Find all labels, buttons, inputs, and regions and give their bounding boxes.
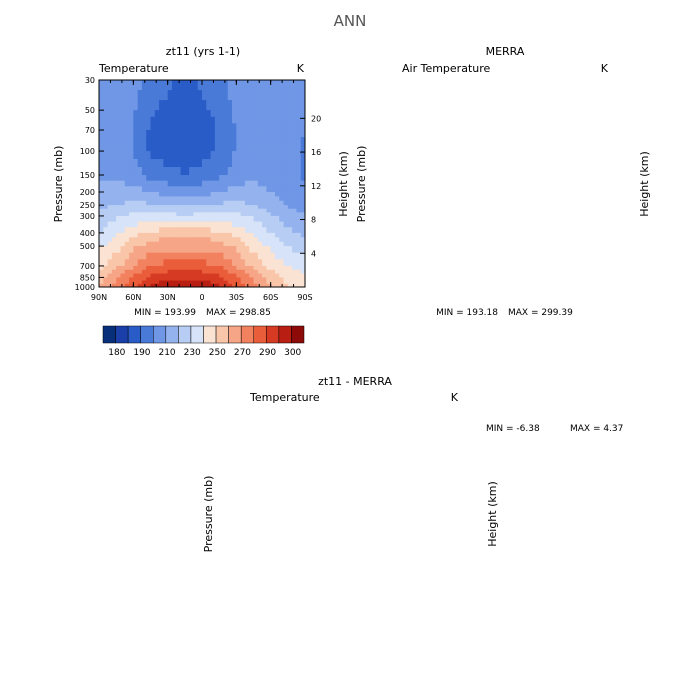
colorbar-swatch bbox=[228, 325, 242, 344]
colorbar-swatch bbox=[165, 325, 179, 344]
panel-units: K bbox=[297, 62, 305, 75]
colorbar-label: 210 bbox=[158, 348, 175, 358]
right-axis-label: Height (km) bbox=[638, 151, 651, 217]
y-tick-label: 150 bbox=[80, 171, 95, 180]
min-readout: MIN = -6.38 bbox=[486, 424, 540, 434]
colorbar-label: 190 bbox=[133, 348, 150, 358]
colorbar-swatch bbox=[278, 325, 292, 344]
y-tick-label: 300 bbox=[80, 212, 95, 221]
contour-field bbox=[99, 80, 305, 287]
panel-subtitle: Air Temperature bbox=[402, 62, 491, 75]
panel-subtitle: Temperature bbox=[249, 391, 320, 404]
right-axis-label: Height (km) bbox=[337, 151, 350, 217]
panel-subtitle: Temperature bbox=[98, 62, 169, 75]
colorbar-swatch bbox=[140, 325, 154, 344]
x-tick-label: 30S bbox=[229, 293, 244, 302]
colorbar-swatch bbox=[190, 325, 204, 344]
x-tick-label: 60N bbox=[125, 293, 141, 302]
colorbar-swatch bbox=[266, 325, 280, 344]
max-readout: MAX = 298.85 bbox=[206, 308, 271, 318]
colorbar-label: 300 bbox=[284, 348, 301, 358]
y-tick-label: 200 bbox=[80, 188, 95, 197]
right-tick-label: 16 bbox=[311, 148, 321, 157]
colorbar: 180 190 210 230 250 270 290 300 bbox=[102, 325, 305, 358]
y-axis-label: Pressure (mb) bbox=[52, 146, 65, 223]
min-readout: MIN = 193.18 bbox=[436, 308, 498, 318]
max-readout: MAX = 299.39 bbox=[508, 308, 573, 318]
colorbar-label: 250 bbox=[209, 348, 226, 358]
x-tick-label: 60S bbox=[263, 293, 278, 302]
colorbar-swatch bbox=[240, 325, 254, 344]
colorbar-label: 290 bbox=[259, 348, 276, 358]
y-tick-label: 400 bbox=[80, 229, 95, 238]
panel-title: MERRA bbox=[486, 45, 525, 58]
colorbar-swatch bbox=[153, 325, 167, 344]
y-tick-label: 70 bbox=[85, 126, 95, 135]
y-axis-label: Pressure (mb) bbox=[355, 146, 368, 223]
max-readout: MAX = 4.37 bbox=[570, 424, 623, 434]
x-tick-label: 90N bbox=[91, 293, 107, 302]
panel-merra: MERRA Air Temperature K Pressure (mb) He… bbox=[355, 45, 651, 318]
panel-units: K bbox=[601, 62, 609, 75]
colorbar-swatch bbox=[115, 325, 129, 344]
y-tick-label: 100 bbox=[80, 147, 95, 156]
y-axis-label: Pressure (mb) bbox=[202, 476, 215, 553]
figure-title: ANN bbox=[334, 12, 367, 30]
right-tick-label: 8 bbox=[311, 216, 316, 225]
y-tick-label: 1000 bbox=[75, 283, 95, 292]
panel-units: K bbox=[451, 391, 459, 404]
y-tick-label: 500 bbox=[80, 242, 95, 251]
min-readout: MIN = 193.99 bbox=[134, 308, 196, 318]
colorbar-swatch bbox=[127, 325, 141, 344]
x-tick-label: 90S bbox=[297, 293, 312, 302]
panel-zt11: zt11 (yrs 1-1) Temperature K 90N 60N 30N 0 3… bbox=[52, 45, 350, 358]
y-tick-label: 50 bbox=[85, 106, 95, 115]
plot-area: 90N 60N 30N 0 30S 60S 90S 30 50 70 100 150 200 250 300… bbox=[75, 76, 322, 302]
y-tick-label: 30 bbox=[85, 76, 95, 85]
colorbar-label: 270 bbox=[234, 348, 251, 358]
colorbar-swatch bbox=[102, 325, 116, 344]
right-axis-label: Height (km) bbox=[486, 481, 499, 547]
right-tick-label: 12 bbox=[311, 182, 321, 191]
colorbar-swatch bbox=[291, 325, 305, 344]
y-tick-label: 700 bbox=[80, 262, 95, 271]
colorbar-swatch bbox=[203, 325, 217, 344]
panel-title: zt11 - MERRA bbox=[318, 375, 392, 388]
x-tick-label: 0 bbox=[199, 293, 204, 302]
y-tick-label: 850 bbox=[80, 273, 95, 282]
colorbar-swatch bbox=[178, 325, 192, 344]
colorbar-swatch bbox=[253, 325, 267, 344]
panel-difference: zt11 - MERRA Temperature K Pressure (mb)… bbox=[202, 375, 623, 552]
colorbar-label: 180 bbox=[108, 348, 125, 358]
colorbar-label: 230 bbox=[184, 348, 201, 358]
right-tick-label: 20 bbox=[311, 114, 321, 123]
colorbar-swatch bbox=[215, 325, 229, 344]
y-tick-label: 250 bbox=[80, 201, 95, 210]
x-tick-label: 30N bbox=[160, 293, 176, 302]
right-tick-label: 4 bbox=[311, 249, 316, 258]
panel-title: zt11 (yrs 1-1) bbox=[166, 45, 240, 58]
